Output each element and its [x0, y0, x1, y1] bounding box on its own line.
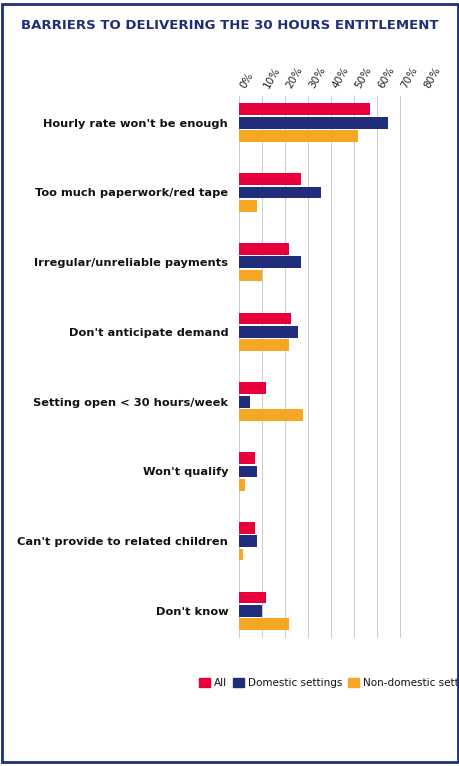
Bar	[238, 313, 291, 325]
Bar	[238, 452, 254, 464]
Bar	[238, 173, 300, 185]
Bar	[238, 103, 369, 115]
Bar	[238, 116, 387, 129]
Bar	[238, 522, 254, 534]
Bar	[238, 605, 261, 617]
Text: BARRIERS TO DELIVERING THE 30 HOURS ENTITLEMENT: BARRIERS TO DELIVERING THE 30 HOURS ENTI…	[21, 19, 438, 32]
Bar	[238, 339, 289, 351]
Bar	[238, 535, 257, 547]
Bar	[238, 130, 358, 142]
Bar	[238, 243, 289, 255]
Bar	[238, 591, 266, 604]
Bar	[238, 257, 300, 268]
Bar	[238, 409, 302, 421]
Bar	[238, 479, 245, 491]
Bar	[238, 200, 257, 211]
Bar	[238, 326, 298, 338]
Bar	[238, 187, 321, 198]
Bar	[238, 548, 243, 561]
Bar	[238, 618, 289, 630]
Legend: All, Domestic settings, Non-domestic settings: All, Domestic settings, Non-domestic set…	[195, 674, 459, 692]
Bar	[238, 466, 257, 477]
Bar	[238, 270, 261, 281]
Bar	[238, 396, 250, 408]
Bar	[238, 382, 266, 394]
